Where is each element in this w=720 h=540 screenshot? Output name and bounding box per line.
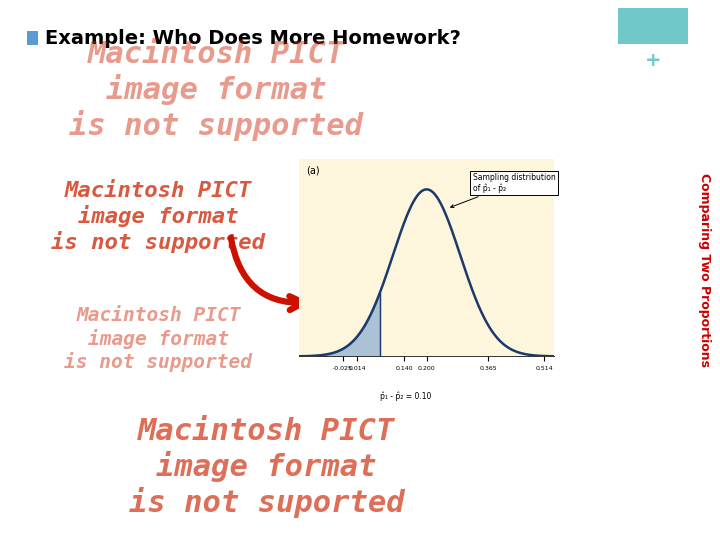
Text: Comparing Two Proportions: Comparing Two Proportions bbox=[698, 173, 711, 367]
Bar bbox=[27, 31, 38, 45]
Text: Example: Who Does More Homework?: Example: Who Does More Homework? bbox=[45, 29, 461, 48]
Text: +: + bbox=[645, 51, 661, 70]
Text: Macintosh PICT
image format
is not supported: Macintosh PICT image format is not suppo… bbox=[69, 40, 363, 141]
Text: p̂₁ - p̂₂ = 0.10: p̂₁ - p̂₂ = 0.10 bbox=[380, 392, 432, 401]
Bar bbox=[618, 8, 688, 44]
Text: Macintosh PICT
image format
is not supported: Macintosh PICT image format is not suppo… bbox=[64, 306, 253, 372]
Text: Macintosh PICT
image format
is not suported: Macintosh PICT image format is not supor… bbox=[129, 416, 404, 518]
Text: Macintosh PICT
image format
is not supported: Macintosh PICT image format is not suppo… bbox=[51, 181, 266, 253]
Text: Sampling distribution
of p̂₁ - p̂₂: Sampling distribution of p̂₁ - p̂₂ bbox=[451, 173, 555, 207]
Text: (a): (a) bbox=[307, 165, 320, 175]
